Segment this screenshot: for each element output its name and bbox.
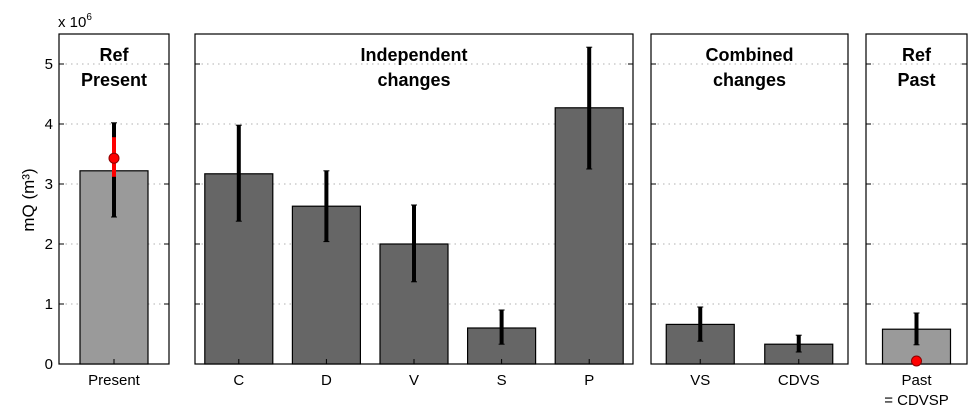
reference-marker [911,355,922,367]
x-tick-label: D [321,372,332,389]
x-tick-label: CDVS [778,372,820,389]
y-multiplier-exponent: 6 [86,12,92,23]
panel-title: Past [897,70,935,90]
panel-title: Present [81,70,147,90]
y-tick-label: 0 [45,356,53,373]
panel-title: Ref [902,45,932,65]
y-multiplier-label: x 106 [58,12,92,31]
x-tick-label: C [233,372,244,389]
bar [379,243,449,365]
x-tick-label: = CDVSP [884,392,949,409]
panel-2: Independent changes C D V S P [194,33,634,389]
y-tick-label: 5 [45,56,53,73]
x-tick-label: Past [901,372,932,389]
panel-frame [865,33,968,365]
panel-title: changes [377,70,450,90]
panel-frame [650,33,849,365]
y-tick-label: 2 [45,236,53,253]
panel-3: Combined changes VS CDVS [650,33,849,389]
panel-4: Ref Past Past = CDVSP [865,33,968,409]
panel-title: Combined [706,45,794,65]
panel-1: Ref Present Present [58,33,170,389]
panel-title: Independent [361,45,468,65]
panel-title: Ref [99,45,129,65]
x-tick-label: P [584,372,594,389]
x-tick-label: S [497,372,507,389]
reference-marker [108,152,120,164]
bar [291,205,361,365]
y-tick-label: 3 [45,176,53,193]
y-tick-label: 4 [45,116,53,133]
y-axis: x 106 mQ (m³) 0 1 2 3 4 5 [19,12,92,373]
x-tick-label: VS [690,372,710,389]
y-axis-label: mQ (m³) [19,168,38,231]
y-tick-label: 1 [45,296,53,313]
x-tick-label: Present [88,372,141,389]
panel-title: changes [713,70,786,90]
x-tick-label: V [409,372,419,389]
